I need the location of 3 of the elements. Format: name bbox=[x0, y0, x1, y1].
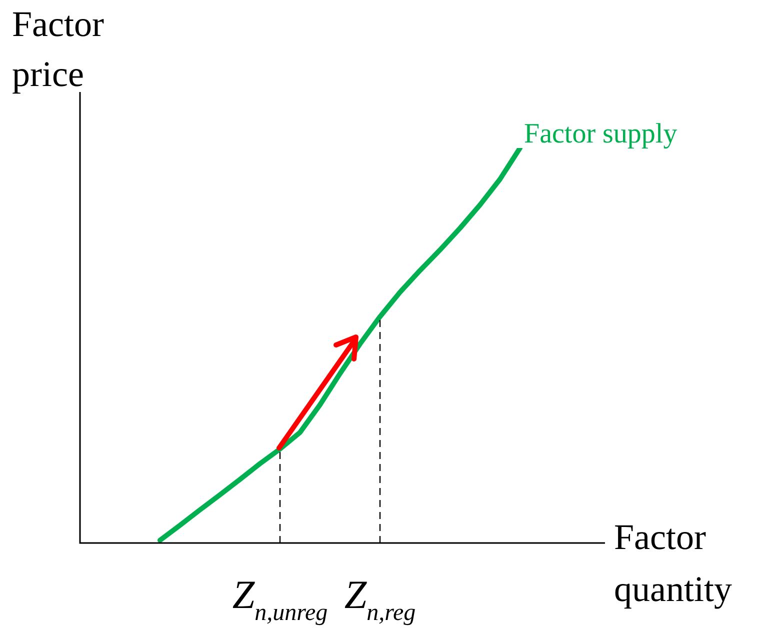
y-axis-title: Factor price bbox=[12, 4, 104, 94]
x-axis-title: Factor quantity bbox=[614, 517, 732, 609]
series-label: Factor supply bbox=[524, 118, 678, 150]
